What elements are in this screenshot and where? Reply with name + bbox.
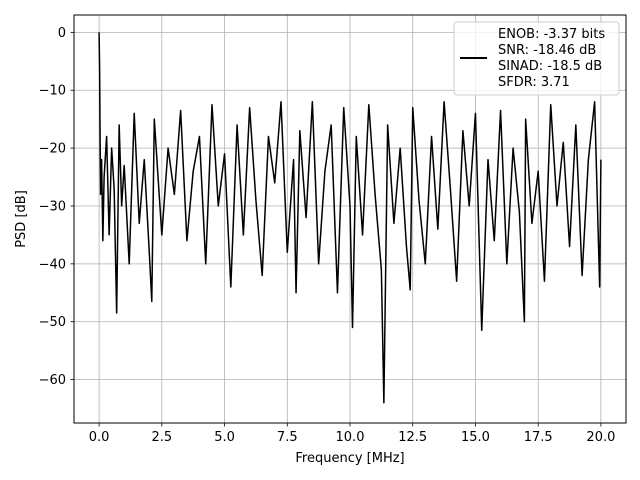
x-axis-label: Frequency [MHz]	[295, 451, 404, 466]
legend-box	[453, 21, 620, 96]
legend-snr: SNR: -18.46 dB	[498, 43, 596, 58]
legend-sinad: SINAD: -18.5 dB	[498, 59, 602, 74]
legend: ENOB: -3.37 bits SNR: -18.46 dB SINAD: -…	[453, 21, 620, 96]
x-tick-label: 2.5	[151, 430, 172, 445]
y-tick-label: −40	[39, 257, 66, 272]
y-tick-label: −10	[39, 84, 66, 99]
x-tick-label: 17.5	[524, 430, 553, 445]
y-tick-label: −20	[39, 142, 66, 157]
y-tick-label: −50	[39, 315, 66, 330]
x-tick-label: 12.5	[398, 430, 427, 445]
x-tick-label: 10.0	[336, 430, 365, 445]
y-axis: 0 −10 −20 −30 −40 −50 −60	[39, 26, 74, 388]
y-axis-label: PSD [dB]	[14, 190, 29, 248]
y-tick-label: −60	[39, 373, 66, 388]
x-axis: 0.0 2.5 5.0 7.5 10.0 12.5 15.0 17.5 20.0	[89, 423, 615, 445]
series-layer	[98, 32, 602, 404]
x-tick-label: 15.0	[461, 430, 490, 445]
y-tick-label: −30	[39, 199, 66, 214]
x-tick-label: 5.0	[214, 430, 235, 445]
x-tick-label: 7.5	[277, 430, 298, 445]
series-line	[98, 32, 602, 404]
y-tick-label: 0	[58, 26, 66, 41]
legend-enob: ENOB: -3.37 bits	[498, 27, 605, 42]
legend-sfdr: SFDR: 3.71	[498, 75, 570, 90]
x-tick-label: 0.0	[89, 430, 110, 445]
x-tick-label: 20.0	[586, 430, 615, 445]
